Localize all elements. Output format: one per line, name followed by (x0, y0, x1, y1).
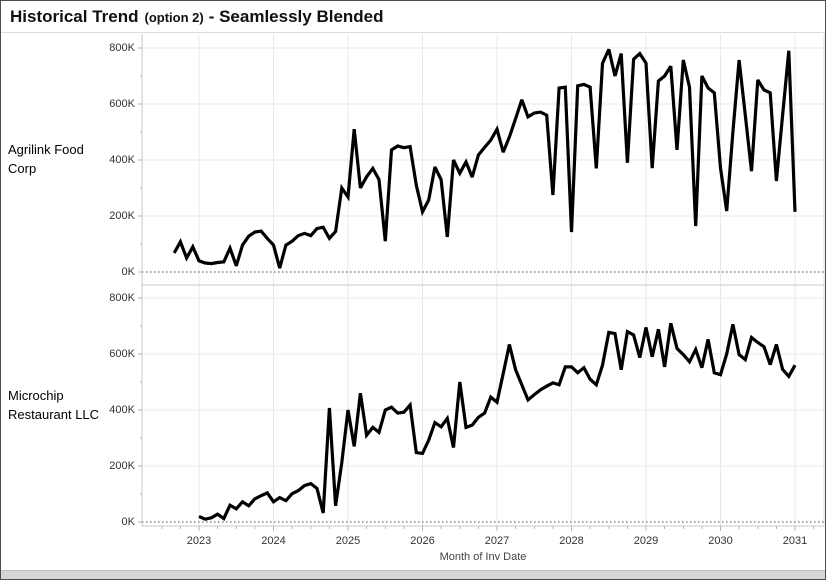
x-tick-label-2028: 2028 (559, 535, 584, 547)
x-tick-label-2029: 2029 (633, 535, 659, 547)
panel-borders (141, 34, 825, 527)
x-tick-label-2024: 2024 (261, 535, 286, 547)
y-tick-label: 400K (109, 404, 135, 416)
x-axis-title: Month of Inv Date (439, 551, 527, 563)
y-tick-label: 600K (109, 98, 135, 110)
series-line-agrilink-food-corp (172, 48, 797, 269)
chart-title: Historical Trend (option 2) - Seamlessly… (1, 1, 825, 33)
y-tick-label: 800K (109, 42, 135, 54)
x-tick-label-2027: 2027 (484, 535, 510, 547)
chart-title-suffix: - Seamlessly Blended (208, 6, 384, 26)
x-tick-label-2031: 2031 (782, 535, 808, 547)
row-label-microchip-restaurant-llc: Microchip Restaurant LLC (8, 387, 100, 422)
y-tick-label: 0K (121, 516, 135, 528)
y-tick-label: 600K (109, 348, 135, 360)
series-line-microchip-restaurant-llc (198, 322, 797, 522)
horizontal-scrollbar[interactable] (1, 570, 825, 579)
x-tick-label-2026: 2026 (410, 535, 435, 547)
zero-lines (142, 271, 824, 523)
axis-tick-marks (138, 47, 815, 531)
y-tick-label: 200K (109, 210, 135, 222)
chart-title-main: Historical Trend (10, 6, 139, 26)
series-lines (172, 48, 797, 522)
chart-title-option: (option 2) (144, 10, 204, 25)
y-tick-label: 800K (109, 292, 135, 304)
y-tick-label: 400K (109, 154, 135, 166)
x-tick-label-2025: 2025 (335, 535, 361, 547)
y-tick-label: 0K (121, 266, 135, 278)
gridlines (142, 34, 824, 526)
y-tick-label: 200K (109, 460, 135, 472)
row-label-agrilink-food-corp: Agrilink Food Corp (8, 141, 84, 176)
x-tick-label-2030: 2030 (708, 535, 733, 547)
x-tick-label-2023: 2023 (186, 535, 212, 547)
